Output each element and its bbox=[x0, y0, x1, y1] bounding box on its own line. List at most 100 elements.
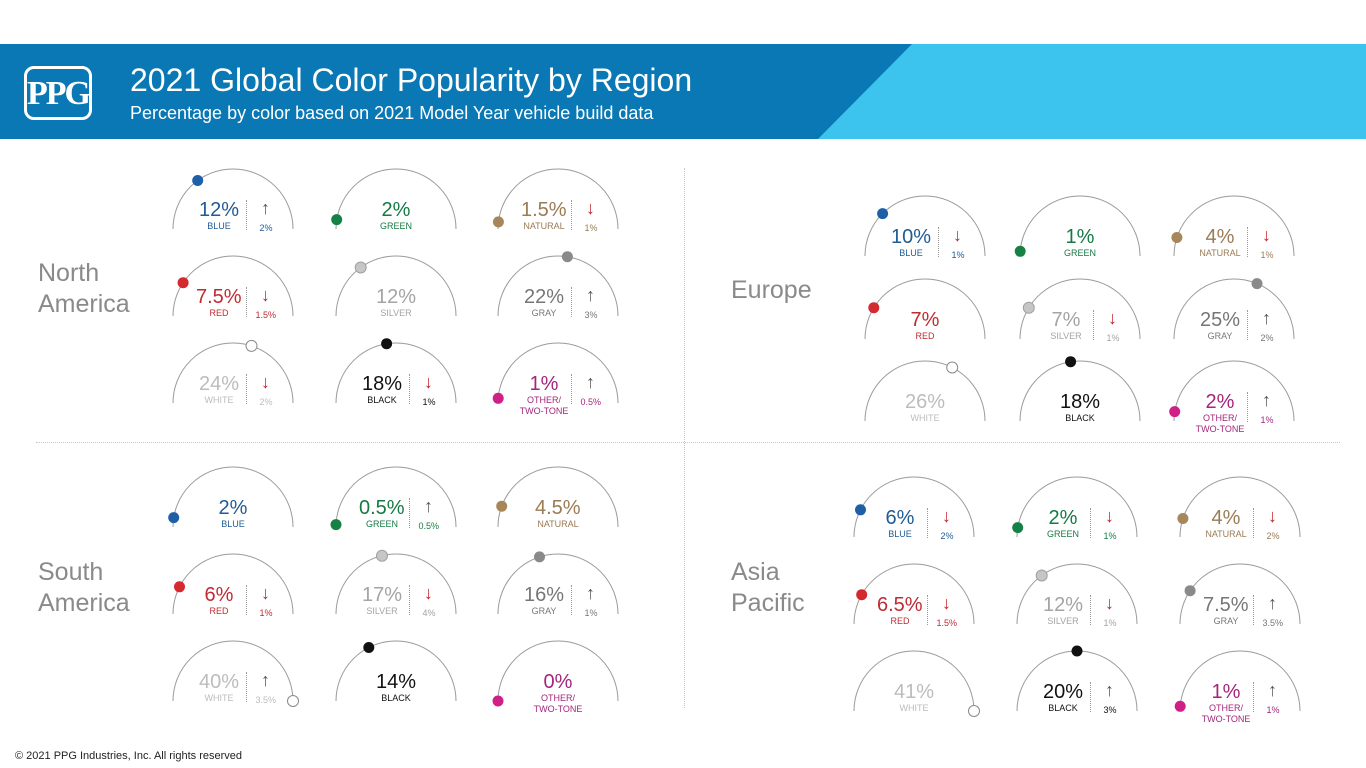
value-separator bbox=[1253, 682, 1254, 712]
share-value: 1% bbox=[1211, 681, 1241, 703]
share-value: 7% bbox=[1051, 309, 1081, 331]
arrow-up-icon: ↑ bbox=[1262, 390, 1271, 410]
gauge-asia-pacific-silver: 12% SILVER ↓ 1% bbox=[1016, 563, 1138, 637]
share-value: 24% bbox=[199, 373, 240, 395]
region-name-europe: Europe bbox=[731, 276, 812, 304]
change-value: 3% bbox=[584, 310, 598, 320]
gauge-north-america-natural: 1.5% NATURAL ↓ 1% bbox=[492, 168, 619, 242]
arrow-down-icon: ↓ bbox=[1262, 225, 1271, 245]
gauge-marker bbox=[376, 549, 388, 562]
gauge-arc bbox=[1173, 195, 1295, 257]
color-label: RED bbox=[890, 616, 910, 626]
gauge-south-america-gray: 16% GRAY ↑ 1% bbox=[497, 551, 619, 627]
gauge-graphic bbox=[853, 650, 980, 717]
gauge-asia-pacific-other: 1% OTHER/ TWO-TONE ↑ 1% bbox=[1174, 650, 1301, 724]
gauge-marker bbox=[354, 261, 367, 274]
color-label: BLUE bbox=[888, 529, 912, 539]
gauge-north-america-white: 24% WHITE ↓ 2% bbox=[172, 339, 294, 416]
gauge-graphic bbox=[497, 551, 619, 615]
gauge-graphic bbox=[172, 255, 294, 317]
change-value: 1% bbox=[1260, 415, 1274, 425]
gauge-graphic bbox=[492, 342, 619, 404]
gauge-marker bbox=[534, 551, 545, 563]
gauge-marker bbox=[492, 392, 504, 404]
arrow-up-icon: ↑ bbox=[586, 285, 595, 305]
change-value: 1% bbox=[951, 250, 965, 260]
gauge-arc bbox=[1019, 195, 1141, 257]
share-value: 18% bbox=[362, 373, 403, 395]
change-value: 3.5% bbox=[255, 695, 277, 705]
gauge-arc bbox=[497, 553, 619, 615]
share-value: 12% bbox=[199, 199, 240, 221]
gauge-marker bbox=[1014, 245, 1026, 257]
value-separator bbox=[927, 508, 928, 538]
gauge-marker bbox=[496, 500, 508, 512]
gauge-south-america-red: 6% RED ↓ 1% bbox=[172, 553, 294, 627]
value-separator bbox=[1247, 310, 1248, 340]
gauge-graphic bbox=[172, 168, 294, 230]
gauge-marker bbox=[1169, 406, 1181, 418]
value-separator bbox=[1090, 682, 1091, 712]
share-value: 12% bbox=[1043, 594, 1084, 616]
share-value: 22% bbox=[524, 286, 565, 308]
color-label: OTHER/ TWO-TONE bbox=[533, 693, 583, 714]
value-separator bbox=[246, 672, 247, 702]
gauge-europe-natural: 4% NATURAL ↓ 1% bbox=[1171, 195, 1295, 269]
gauge-north-america-red: 7.5% RED ↓ 1.5% bbox=[172, 255, 294, 329]
gauge-marker bbox=[492, 216, 504, 228]
gauge-graphic bbox=[1012, 476, 1138, 538]
gauge-graphic bbox=[172, 640, 299, 707]
gauge-arc bbox=[335, 168, 457, 230]
arrow-down-icon: ↓ bbox=[424, 583, 433, 603]
gauge-arc bbox=[335, 466, 457, 528]
value-separator bbox=[1093, 310, 1094, 340]
gauge-graphic bbox=[1014, 195, 1141, 257]
arrow-up-icon: ↑ bbox=[586, 583, 595, 603]
gauge-north-america-other: 1% OTHER/ TWO-TONE ↑ 0.5% bbox=[492, 342, 619, 416]
gauge-asia-pacific-natural: 4% NATURAL ↓ 2% bbox=[1177, 476, 1301, 550]
share-value: 6% bbox=[885, 507, 915, 529]
change-value: 2% bbox=[1260, 333, 1274, 343]
gauge-arc bbox=[172, 168, 294, 230]
value-separator bbox=[246, 374, 247, 404]
gauge-graphic bbox=[864, 360, 986, 422]
gauge-marker bbox=[492, 695, 504, 707]
gauge-graphic bbox=[1016, 645, 1138, 712]
share-value: 17% bbox=[362, 584, 403, 606]
gauge-north-america-black: 18% BLACK ↓ 1% bbox=[335, 338, 457, 416]
arrow-down-icon: ↓ bbox=[942, 593, 951, 613]
gauge-marker bbox=[877, 208, 889, 220]
share-value: 7% bbox=[910, 309, 940, 331]
gauge-europe-black: 18% BLACK bbox=[1019, 356, 1141, 434]
gauge-north-america-blue: 12% BLUE ↑ 2% bbox=[172, 168, 294, 242]
color-label: OTHER/ TWO-TONE bbox=[1201, 703, 1251, 724]
change-value: 1.5% bbox=[936, 618, 958, 628]
gauge-graphic bbox=[168, 466, 294, 528]
color-label: GREEN bbox=[365, 519, 398, 529]
gauge-graphic bbox=[1174, 650, 1301, 712]
color-label: BLUE bbox=[207, 221, 231, 231]
gauge-graphic bbox=[1179, 563, 1301, 625]
value-separator bbox=[246, 287, 247, 317]
color-label: WHITE bbox=[204, 693, 234, 703]
share-value: 26% bbox=[905, 391, 946, 413]
arrow-down-icon: ↓ bbox=[942, 506, 951, 526]
share-value: 0.5% bbox=[359, 497, 405, 519]
change-value: 2% bbox=[940, 531, 954, 541]
change-value: 0.5% bbox=[580, 397, 602, 407]
gauge-arc bbox=[172, 466, 294, 528]
change-value: 1% bbox=[422, 397, 436, 407]
gauge-arc bbox=[1016, 476, 1138, 538]
value-separator bbox=[409, 374, 410, 404]
region-name-south-america: South America bbox=[38, 558, 130, 617]
gauge-marker bbox=[1184, 585, 1196, 597]
value-separator bbox=[571, 200, 572, 230]
arrow-up-icon: ↑ bbox=[1268, 593, 1277, 613]
gauge-marker bbox=[1065, 356, 1077, 368]
share-value: 1% bbox=[529, 373, 559, 395]
gauge-graphic bbox=[335, 255, 457, 317]
share-value: 7.5% bbox=[1203, 594, 1249, 616]
arrow-down-icon: ↓ bbox=[261, 285, 270, 305]
color-label: OTHER/ TWO-TONE bbox=[519, 395, 569, 416]
horizontal-divider bbox=[36, 442, 1340, 443]
